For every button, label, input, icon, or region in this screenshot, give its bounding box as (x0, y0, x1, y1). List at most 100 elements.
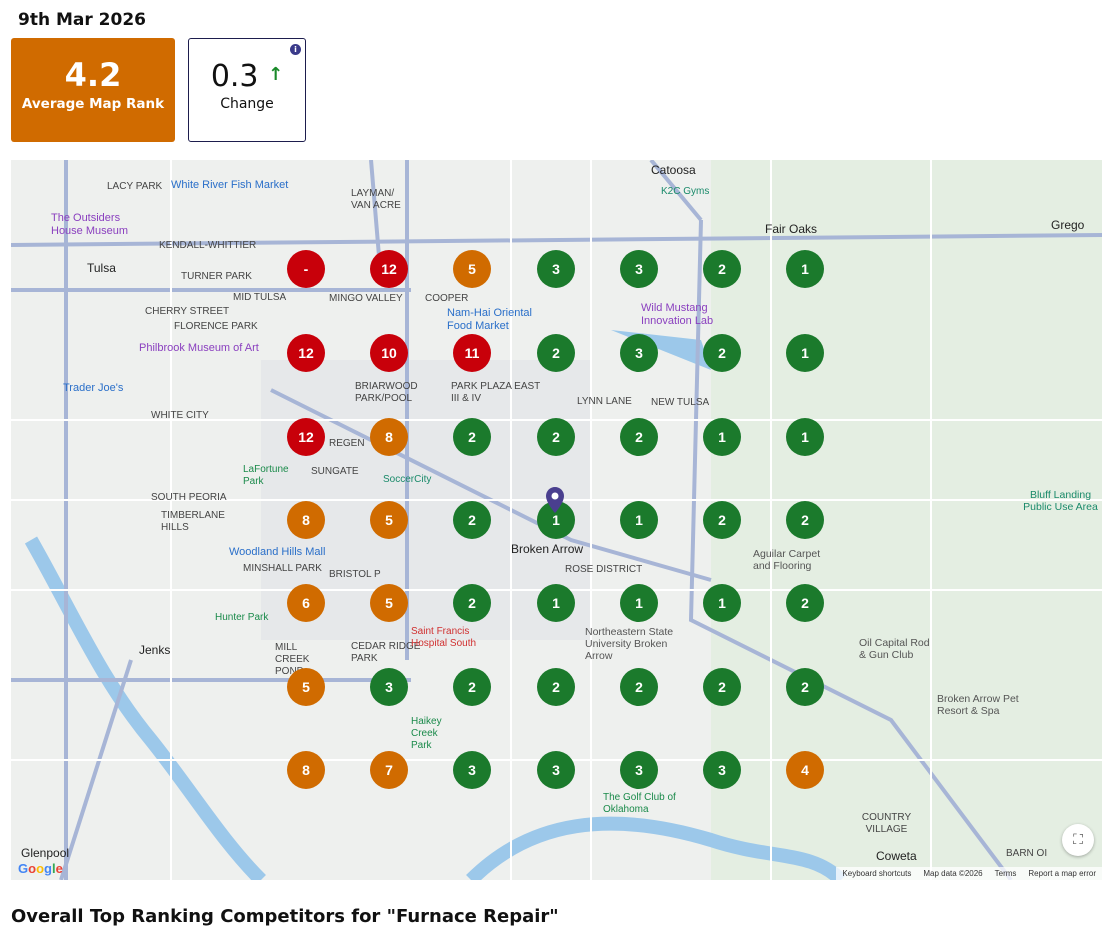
rank-pin[interactable]: 2 (703, 501, 741, 539)
info-icon[interactable]: i (290, 44, 301, 55)
rank-pin[interactable]: 2 (537, 334, 575, 372)
rank-pin[interactable]: 12 (370, 250, 408, 288)
rank-pin[interactable]: 2 (453, 668, 491, 706)
map-label: COUNTRY VILLAGE (861, 812, 912, 835)
map-label: BARN OI (1006, 848, 1048, 859)
competitors-heading: Overall Top Ranking Competitors for "Fur… (11, 906, 559, 927)
rank-pin[interactable]: 1 (537, 584, 575, 622)
rank-pin[interactable]: 3 (620, 751, 658, 789)
terms-link[interactable]: Terms (994, 869, 1017, 878)
poi-label[interactable]: Aguilar Carpet and Flooring (753, 548, 821, 572)
rank-pin[interactable]: 2 (703, 334, 741, 372)
rank-pin[interactable]: 6 (287, 584, 325, 622)
poi-label[interactable]: Hunter Park (215, 612, 269, 623)
poi-label[interactable]: Bluff Landing Public Use Area (1023, 489, 1098, 513)
poi-label[interactable]: K2C Gyms (661, 186, 710, 197)
map-label: BRIARWOOD PARK/POOL (355, 381, 418, 404)
map-label: Tulsa (87, 261, 116, 275)
rank-pin[interactable]: 2 (537, 418, 575, 456)
average-rank-value: 4.2 (64, 56, 122, 94)
map-label: LAYMAN/ VAN ACRE (351, 188, 401, 211)
change-value: 0.3 (210, 59, 259, 94)
report-date: 9th Mar 2026 (18, 10, 146, 30)
rank-pin[interactable]: 12 (287, 334, 325, 372)
rank-pin[interactable]: 2 (620, 418, 658, 456)
change-card: i 0.3 ↑ Change (188, 38, 306, 142)
rank-grid-map[interactable]: Tulsa Catoosa Fair Oaks Grego Broken Arr… (11, 160, 1102, 880)
rank-pin[interactable]: 2 (620, 668, 658, 706)
poi-label[interactable]: Woodland Hills Mall (229, 546, 326, 558)
poi-label[interactable]: White River Fish Market (171, 179, 289, 191)
report-error-link[interactable]: Report a map error (1028, 869, 1096, 878)
keyboard-shortcuts-link[interactable]: Keyboard shortcuts (842, 869, 912, 878)
poi-label[interactable]: The Outsiders House Museum (51, 212, 129, 237)
rank-pin[interactable]: 2 (453, 418, 491, 456)
rank-pin[interactable]: 1 (620, 501, 658, 539)
rank-pin[interactable]: 5 (370, 584, 408, 622)
rank-pin[interactable]: 3 (370, 668, 408, 706)
rank-pin[interactable]: 2 (786, 501, 824, 539)
fullscreen-button[interactable]: ⛶ (1062, 824, 1094, 856)
rank-pin[interactable]: 8 (287, 751, 325, 789)
map-label: TIMBERLANE HILLS (161, 510, 225, 533)
poi-label[interactable]: The Golf Club of Oklahoma (603, 792, 676, 815)
rank-pin[interactable]: 12 (287, 418, 325, 456)
map-label: Glenpool (21, 846, 70, 860)
rank-pin[interactable]: 2 (786, 584, 824, 622)
rank-pin[interactable]: 1 (786, 250, 824, 288)
rank-pin[interactable]: 3 (620, 334, 658, 372)
rank-pin[interactable]: 1 (703, 584, 741, 622)
rank-pin[interactable]: 7 (370, 751, 408, 789)
rank-pin[interactable]: 2 (703, 250, 741, 288)
rank-pin[interactable]: 10 (370, 334, 408, 372)
poi-label[interactable]: Northeastern State University Broken Arr… (585, 626, 674, 662)
rank-pin[interactable]: 5 (453, 250, 491, 288)
rank-pin[interactable]: 3 (620, 250, 658, 288)
poi-label[interactable]: Saint Francis Hospital South (411, 626, 477, 649)
poi-label[interactable]: Oil Capital Rod & Gun Club (859, 637, 930, 661)
rank-pin[interactable]: 1 (620, 584, 658, 622)
rank-pin[interactable]: 1 (786, 418, 824, 456)
rank-pin[interactable]: 3 (537, 250, 575, 288)
rank-pin[interactable]: 1 (703, 418, 741, 456)
rank-pin[interactable]: 5 (287, 668, 325, 706)
rank-pin[interactable]: 5 (370, 501, 408, 539)
business-location-pin-icon[interactable] (546, 487, 564, 513)
map-label: Grego (1051, 218, 1085, 232)
poi-label[interactable]: Trader Joe's (63, 382, 124, 394)
google-logo: Google (18, 861, 63, 876)
map-label: KENDALL-WHITTIER (159, 240, 257, 251)
rank-pin[interactable]: 1 (786, 334, 824, 372)
rank-pin[interactable]: 2 (453, 501, 491, 539)
rank-pin[interactable]: 3 (537, 751, 575, 789)
rank-pin[interactable]: 2 (537, 668, 575, 706)
poi-label[interactable]: Wild Mustang Innovation Lab (641, 302, 714, 327)
rank-pin[interactable]: 2 (703, 668, 741, 706)
poi-label[interactable]: Nam-Hai Oriental Food Market (447, 307, 532, 332)
rank-pin[interactable]: 11 (453, 334, 491, 372)
map-label: BRISTOL P (329, 569, 381, 580)
poi-label[interactable]: Broken Arrow Pet Resort & Spa (937, 693, 1019, 717)
rank-pin[interactable]: 2 (786, 668, 824, 706)
rank-pin[interactable]: 1 (537, 501, 575, 539)
poi-label[interactable]: Philbrook Museum of Art (139, 342, 259, 354)
map-data-text: Map data ©2026 (923, 869, 983, 878)
map-label: Catoosa (651, 163, 696, 177)
map-label: Coweta (876, 849, 917, 863)
map-label: SUNGATE (311, 466, 359, 477)
map-label: CEDAR RIDGE PARK (351, 641, 421, 664)
poi-label[interactable]: SoccerCity (383, 474, 432, 485)
rank-pin[interactable]: 4 (786, 751, 824, 789)
map-label: COOPER (425, 293, 469, 304)
rank-pin[interactable]: 8 (287, 501, 325, 539)
change-label: Change (220, 96, 274, 112)
poi-label[interactable]: LaFortune Park (243, 464, 289, 487)
rank-pin[interactable]: 2 (453, 584, 491, 622)
rank-pin[interactable]: - (287, 250, 325, 288)
map-label: MID TULSA (233, 292, 287, 303)
rank-pin[interactable]: 8 (370, 418, 408, 456)
rank-pin[interactable]: 3 (453, 751, 491, 789)
map-label: WHITE CITY (151, 410, 209, 421)
poi-label[interactable]: Haikey Creek Park (411, 716, 442, 751)
rank-pin[interactable]: 3 (703, 751, 741, 789)
